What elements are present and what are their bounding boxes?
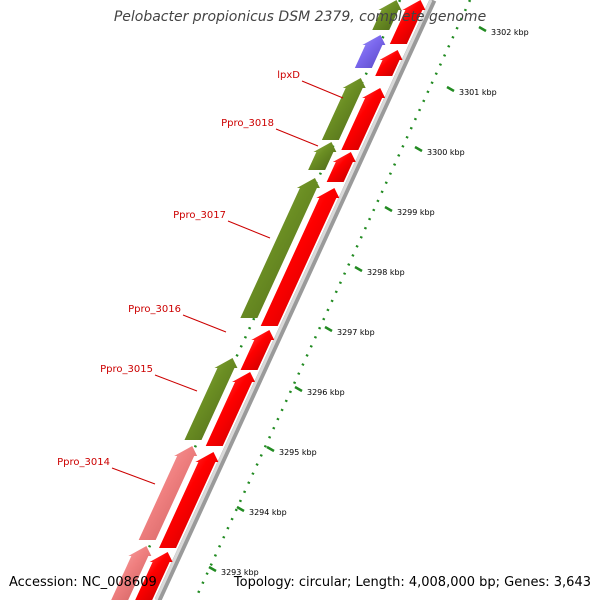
kbp-tick-mark (236, 505, 245, 513)
cds-arrow (326, 152, 356, 182)
gene-label-leader (301, 80, 344, 99)
gene-label: Ppro_3016 (128, 304, 181, 315)
map-title: Pelobacter propionicus DSM 2379, complet… (113, 9, 487, 25)
gene-label: Ppro_3015 (100, 364, 153, 375)
gene-arrow-lpxd (321, 78, 366, 140)
gene-label-leader (182, 314, 227, 333)
kbp-tick-mark (354, 265, 363, 273)
kbp-tick-mark (294, 385, 303, 393)
genome-summary-text: Topology: circular; Length: 4,008,000 bp… (233, 575, 591, 590)
kbp-tick-label: 3302 kbp (491, 28, 529, 37)
kbp-tick-label: 3296 kbp (307, 388, 345, 397)
cds-arrow (240, 330, 275, 370)
cds-arrow (341, 88, 386, 150)
gene-arrow-ppro-3017 (240, 178, 320, 318)
kbp-tick-label: 3298 kbp (367, 268, 405, 277)
outer-tick-track (193, 0, 472, 600)
rna-feature (354, 35, 386, 68)
cds-arrow (375, 50, 403, 76)
accession-text: Accession: NC_008609 (9, 575, 157, 590)
gene-arrow (372, 0, 402, 30)
cds-arrow (389, 0, 426, 44)
gene-label-leader (275, 128, 319, 147)
kbp-tick-label: 3300 kbp (427, 148, 465, 157)
kbp-tick-mark (414, 145, 423, 153)
gene-arrow-ppro-3018 (308, 142, 337, 170)
cds-arrow (159, 452, 219, 548)
gene-label-leader (111, 467, 156, 485)
kbp-tick-mark (324, 325, 333, 333)
genome-backbone-shadow (154, 0, 437, 600)
kbp-tick-mark (208, 565, 217, 573)
kbp-tick-mark (384, 205, 393, 213)
cds-arrow (260, 188, 340, 326)
kbp-tick-mark (478, 25, 487, 33)
kbp-tick-mark (446, 85, 455, 93)
kbp-tick-label: 3293 kbp (221, 568, 259, 577)
pseudogene-ppro-3014 (138, 446, 198, 540)
gene-label: Ppro_3018 (221, 118, 274, 129)
kbp-tick-label: 3294 kbp (249, 508, 287, 517)
kbp-tick-label: 3297 kbp (337, 328, 375, 337)
gene-arrow-ppro-3015 (184, 358, 238, 440)
pseudogene-arrow (111, 546, 152, 600)
cds-arrow (205, 372, 256, 446)
gene-label: Ppro_3014 (57, 457, 110, 468)
kbp-tick-label: 3301 kbp (459, 88, 497, 97)
gene-label-leader (154, 374, 198, 392)
kbp-tick-label: 3299 kbp (397, 208, 435, 217)
gene-label-leader (227, 220, 271, 239)
gene-label: lpxD (277, 70, 300, 81)
gene-label: Ppro_3017 (173, 210, 226, 221)
genome-backbone (154, 0, 433, 600)
cds-arrow (135, 552, 173, 600)
kbp-tick-mark (266, 445, 275, 453)
kbp-tick-label: 3295 kbp (279, 448, 317, 457)
